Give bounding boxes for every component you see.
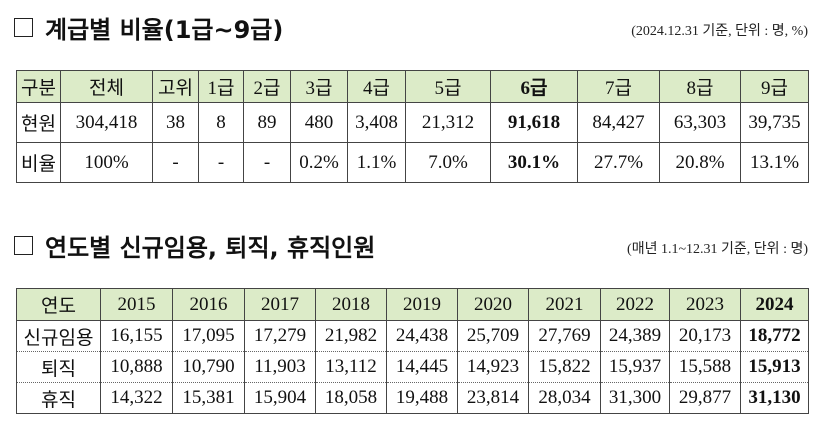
table-cell: 23,814 (457, 382, 529, 414)
section2-title: 연도별 신규임용, 퇴직, 휴직인원 (14, 228, 375, 263)
table-cell: 84,427 (577, 102, 660, 143)
column-header: 2022 (600, 288, 670, 321)
column-header: 2016 (172, 288, 245, 321)
section1-note: (2024.12.31 기준, 단위 : 명, %) (631, 24, 808, 39)
table-cell: 63,303 (659, 102, 741, 143)
table-cell: 비율 (16, 142, 61, 183)
table-cell: 0.2% (290, 142, 348, 183)
table-cell: 91,618 (490, 102, 578, 143)
table-cell: 휴직 (16, 382, 101, 414)
table-cell: 30.1% (490, 142, 578, 183)
table-cell: 1.1% (347, 142, 406, 183)
table-cell: 7.0% (405, 142, 491, 183)
table-cell: 15,913 (740, 351, 809, 383)
section2-title-text: 연도별 신규임용, 퇴직, 휴직인원 (45, 234, 376, 262)
table-cell: 10,790 (172, 351, 245, 383)
column-header: 2021 (528, 288, 601, 321)
table-cell: 15,822 (528, 351, 601, 383)
table-cell: 24,389 (600, 320, 670, 352)
table-cell: 27.7% (577, 142, 660, 183)
column-header: 7급 (577, 70, 660, 103)
table-row: 휴직 14,322 15,381 15,904 18,058 19,488 23,814 28… (16, 382, 809, 414)
table-cell: - (198, 142, 244, 183)
section1-title-text: 계급별 비율(1급~9급) (45, 16, 284, 44)
table-cell: 29,877 (669, 382, 741, 414)
table-cell: 13,112 (315, 351, 387, 383)
table-cell: 480 (290, 102, 348, 143)
column-header: 2017 (244, 288, 316, 321)
table-cell: 16,155 (100, 320, 173, 352)
header-row: 구분 전체 고위 1급 2급 3급 4급 5급 6급 7급 8급 9급 (16, 70, 809, 103)
column-header: 5급 (405, 70, 491, 103)
table-cell: 14,445 (386, 351, 458, 383)
table-cell: 31,300 (600, 382, 670, 414)
table-cell: 신규임용 (16, 320, 101, 352)
column-header: 연도 (16, 288, 101, 321)
table-cell: 304,418 (60, 102, 153, 143)
table-cell: 15,588 (669, 351, 741, 383)
table-row: 비율 100% - - -0.2% 1.1% 7.0% 30.1% 27.7% 20.8% 13.1… (16, 142, 809, 183)
table-cell: 17,279 (244, 320, 316, 352)
table-cell: 8 (198, 102, 244, 143)
table-row: 퇴직 10,888 10,790 11,903 13,112 14,445 14,923 15… (16, 351, 809, 383)
column-header: 4급 (347, 70, 406, 103)
table-cell: 38 (152, 102, 199, 143)
table-cell: 15,937 (600, 351, 670, 383)
table-cell: 14,322 (100, 382, 173, 414)
column-header: 2018 (315, 288, 387, 321)
table-cell: 3,408 (347, 102, 406, 143)
table-cell: 21,312 (405, 102, 491, 143)
column-header: 고위 (152, 70, 199, 103)
column-header: 2급 (243, 70, 291, 103)
table-cell: - (243, 142, 291, 183)
table-cell: 18,058 (315, 382, 387, 414)
column-header: 구분 (16, 70, 61, 103)
table-cell: 18,772 (740, 320, 809, 352)
column-header: 2020 (457, 288, 529, 321)
column-header: 2024 (740, 288, 809, 321)
section2-note: (매년 1.1~12.31 기준, 단위 : 명) (627, 242, 808, 257)
table-cell: 27,769 (528, 320, 601, 352)
table-row: 신규임용 16,155 17,095 17,279 21,982 24,438 25,709… (16, 320, 809, 352)
table-cell: 10,888 (100, 351, 173, 383)
table-cell: 19,488 (386, 382, 458, 414)
column-header: 2015 (100, 288, 173, 321)
column-header: 6급 (490, 70, 578, 103)
table-cell: 15,904 (244, 382, 316, 414)
checkbox-square-icon (14, 18, 33, 37)
checkbox-square-icon (14, 236, 33, 255)
table-cell: 20.8% (659, 142, 741, 183)
column-header: 전체 (60, 70, 153, 103)
table-cell: 39,735 (740, 102, 809, 143)
table-cell: 17,095 (172, 320, 245, 352)
table-row: 현원 304,418 38 8 89 480 3,408 21,312 91,618 84,427… (16, 102, 809, 143)
table-cell: - (152, 142, 199, 183)
table-cell: 13.1% (740, 142, 809, 183)
table-cell: 현원 (16, 102, 61, 143)
column-header: 3급 (290, 70, 348, 103)
table-cell: 89 (243, 102, 291, 143)
column-header: 2023 (669, 288, 741, 321)
grade-ratio-table: 구분 전체 고위 1급 2급 3급 4급 5급 6급 7급 8급 9급 현원 304,418 38 8 89 48… (16, 70, 809, 183)
table-cell: 21,982 (315, 320, 387, 352)
column-header: 8급 (659, 70, 741, 103)
table-cell: 28,034 (528, 382, 601, 414)
table-cell: 24,438 (386, 320, 458, 352)
table-cell: 31,130 (740, 382, 809, 414)
column-header: 9급 (740, 70, 809, 103)
table-cell: 15,381 (172, 382, 245, 414)
column-header: 2019 (386, 288, 458, 321)
table-cell: 14,923 (457, 351, 529, 383)
table-cell: 100% (60, 142, 153, 183)
table-cell: 11,903 (244, 351, 316, 383)
table-cell: 퇴직 (16, 351, 101, 383)
table-cell: 20,173 (669, 320, 741, 352)
header-row: 연도 2015 2016 2017 2018 2019 2020 2021 2022 2023 20… (16, 288, 809, 321)
column-header: 1급 (198, 70, 244, 103)
yearly-personnel-table: 연도 2015 2016 2017 2018 2019 2020 2021 2022 2023 20… (16, 288, 809, 414)
table-cell: 25,709 (457, 320, 529, 352)
section1-title: 계급별 비율(1급~9급) (14, 10, 283, 45)
